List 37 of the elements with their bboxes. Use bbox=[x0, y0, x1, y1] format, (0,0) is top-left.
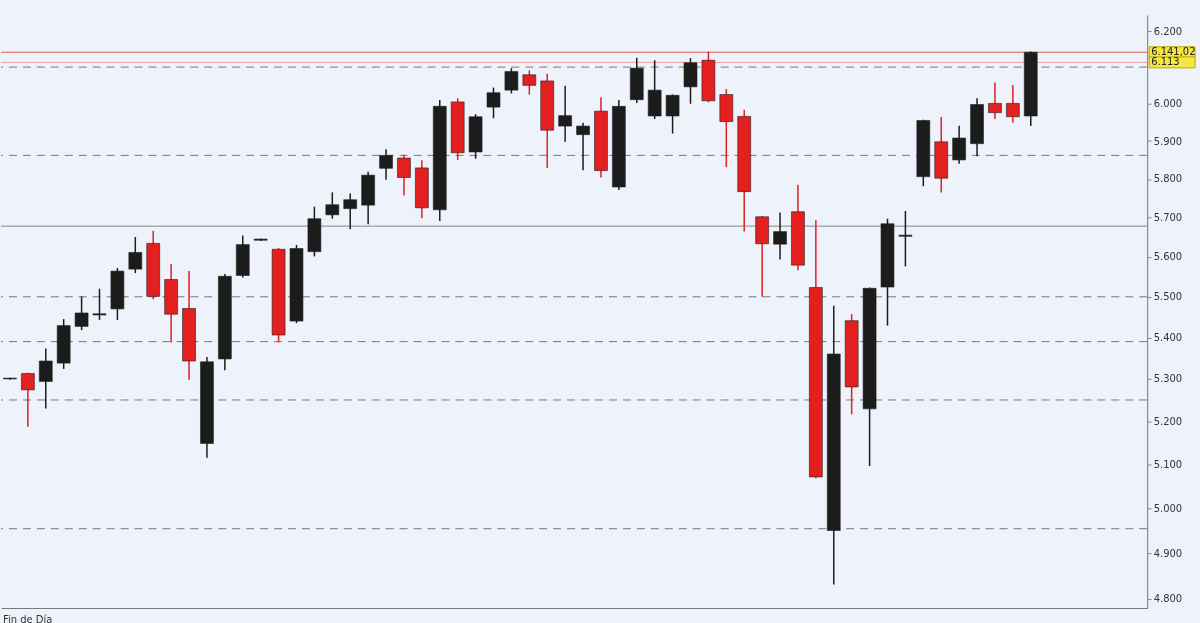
candlestick bbox=[92, 287, 107, 321]
candlestick bbox=[665, 93, 680, 135]
text: Fin de Día bbox=[2, 613, 53, 623]
y-tick-label: 5.100 bbox=[1153, 458, 1183, 470]
y-tick-label: 6.200 bbox=[1153, 25, 1183, 37]
y-tick-label: 4.800 bbox=[1153, 593, 1183, 605]
ref-line-label: 6.141,02 bbox=[1151, 46, 1196, 58]
candlestick bbox=[74, 295, 89, 331]
candlestick bbox=[38, 347, 53, 410]
ref-line-label: 6.113 bbox=[1151, 56, 1180, 68]
candlestick bbox=[397, 153, 411, 197]
candlestick bbox=[773, 211, 787, 261]
candlestick bbox=[128, 236, 143, 274]
y-tick-label: 5.000 bbox=[1153, 502, 1183, 514]
candlestick bbox=[504, 67, 519, 95]
y-tick-label: 6.000 bbox=[1153, 98, 1183, 110]
y-tick-label: 5.900 bbox=[1153, 135, 1183, 147]
candlestick bbox=[952, 124, 966, 165]
candlestick bbox=[898, 210, 913, 268]
y-tick-label: 4.900 bbox=[1153, 547, 1183, 559]
y-tick-label: 5.800 bbox=[1153, 173, 1183, 185]
candlestick bbox=[558, 84, 572, 143]
y-tick-label: 5.500 bbox=[1153, 291, 1183, 303]
candlestick bbox=[21, 371, 35, 428]
candlestick bbox=[486, 86, 501, 119]
candlestick bbox=[343, 192, 357, 231]
candlestick bbox=[1006, 84, 1020, 124]
candlestick bbox=[325, 191, 340, 220]
candlestick bbox=[576, 121, 590, 171]
y-tick-label: 5.400 bbox=[1153, 331, 1183, 343]
y-tick-label: 5.700 bbox=[1153, 212, 1183, 224]
y-tick-label: 5.600 bbox=[1153, 251, 1183, 263]
y-tick-label: 5.300 bbox=[1153, 373, 1183, 385]
candlestick bbox=[988, 81, 1002, 120]
candlestick bbox=[379, 148, 393, 181]
candlestick bbox=[522, 69, 537, 96]
y-tick-label: 5.200 bbox=[1153, 415, 1183, 427]
